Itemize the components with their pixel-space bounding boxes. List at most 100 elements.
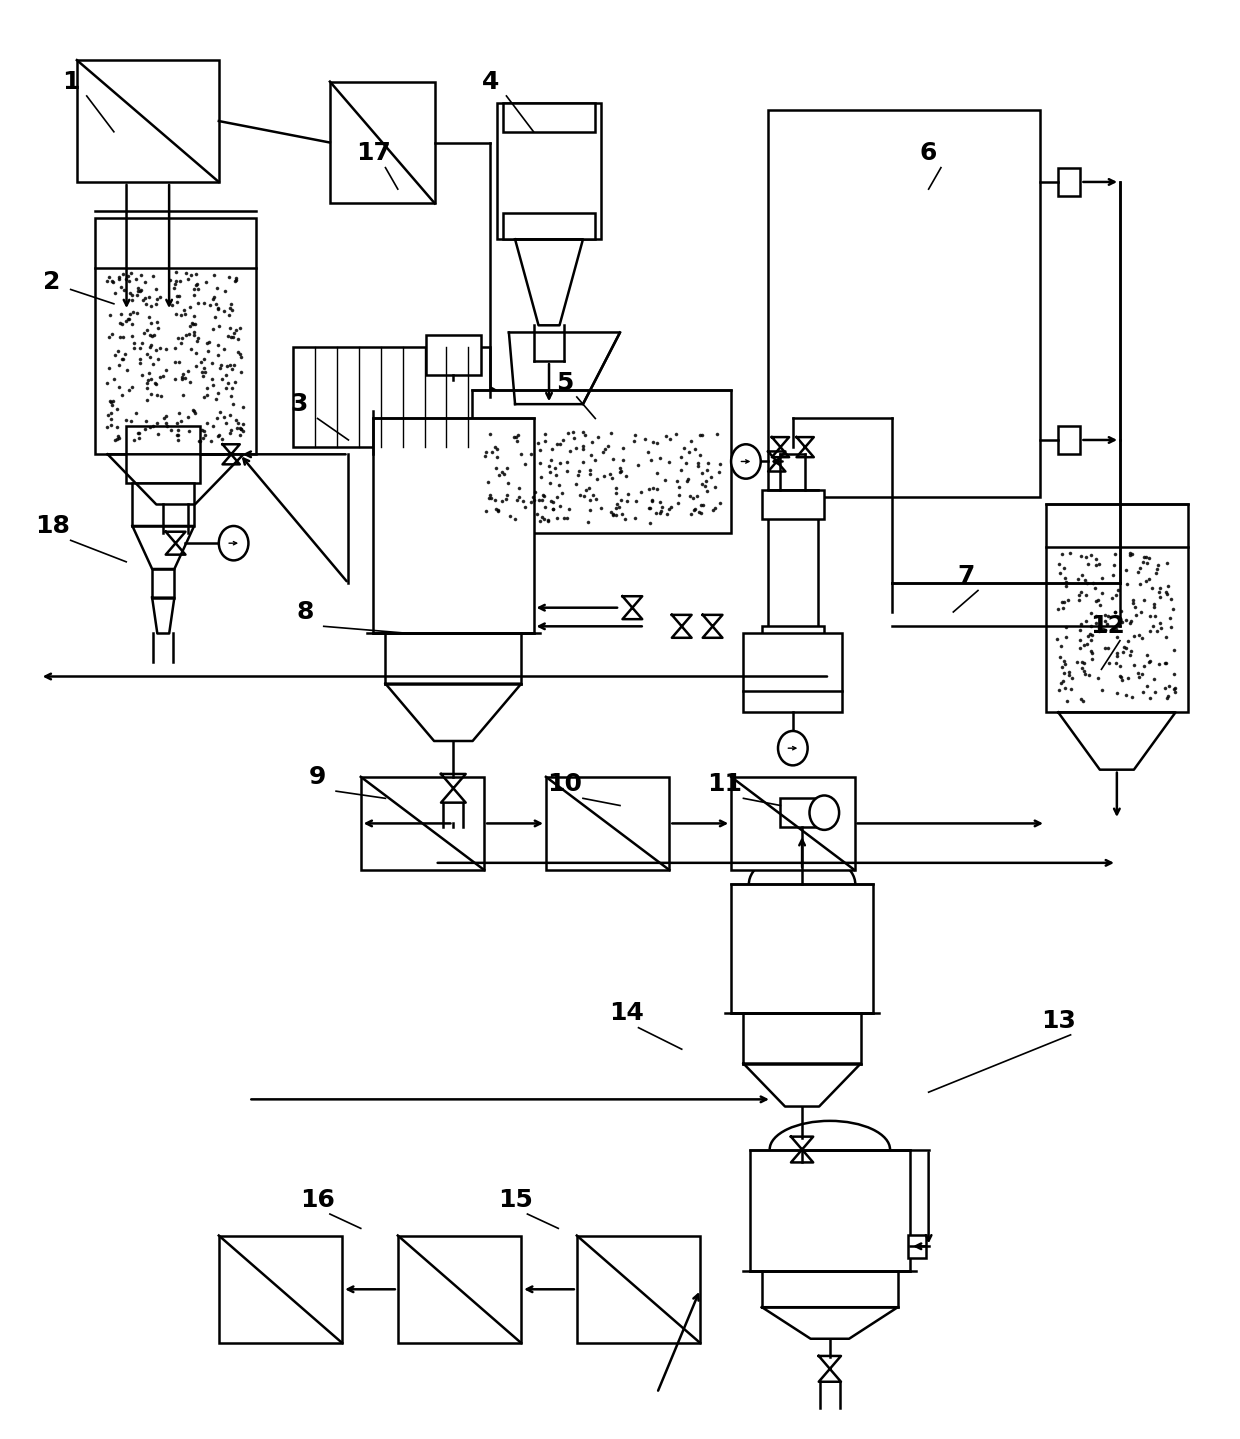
Point (175, 367, 195, 390)
Point (206, 292, 226, 315)
Point (569, 459, 589, 482)
Point (126, 401, 146, 425)
Point (197, 340, 217, 363)
Point (1089, 666, 1109, 689)
Point (554, 507, 574, 530)
Point (215, 406, 234, 429)
Point (532, 489, 552, 512)
Point (146, 278, 166, 301)
Point (1081, 639, 1101, 662)
Point (1135, 589, 1154, 612)
Point (1060, 678, 1080, 701)
Point (136, 410, 156, 433)
Point (1094, 617, 1114, 640)
Point (113, 383, 133, 406)
Point (691, 423, 711, 446)
Bar (502, 104, 595, 132)
Point (588, 426, 608, 449)
Point (1164, 681, 1184, 704)
Point (207, 406, 227, 429)
Point (221, 296, 241, 319)
Point (174, 383, 193, 406)
Point (215, 337, 234, 360)
Point (1156, 581, 1176, 604)
Point (701, 466, 720, 489)
Point (171, 366, 191, 389)
Point (1095, 619, 1115, 642)
Point (169, 285, 188, 308)
Point (1148, 553, 1168, 576)
Point (224, 322, 244, 345)
Point (1097, 612, 1117, 635)
Point (707, 422, 727, 445)
Point (532, 505, 552, 528)
Point (1132, 626, 1152, 649)
Point (1143, 614, 1163, 637)
Point (1141, 686, 1161, 709)
Point (107, 399, 126, 422)
Point (118, 265, 138, 288)
Point (221, 403, 241, 426)
Point (1091, 679, 1111, 702)
Point (231, 417, 250, 440)
Point (697, 479, 717, 502)
Point (497, 484, 517, 507)
Bar (218, 1236, 342, 1343)
Point (197, 377, 217, 400)
Point (145, 371, 165, 394)
Point (208, 296, 228, 319)
Point (1054, 557, 1074, 580)
Point (198, 331, 218, 354)
Point (553, 427, 573, 450)
Bar (502, 213, 595, 239)
Point (165, 351, 185, 374)
Point (1116, 609, 1136, 632)
Point (97, 416, 117, 439)
Point (1151, 586, 1171, 609)
Point (542, 489, 562, 512)
Point (131, 279, 151, 302)
Point (671, 446, 691, 469)
Point (1121, 612, 1141, 635)
Point (136, 377, 156, 400)
Point (1107, 645, 1127, 668)
Point (533, 484, 553, 507)
Point (233, 413, 253, 436)
Point (538, 508, 558, 531)
Point (691, 502, 711, 525)
Point (1128, 666, 1148, 689)
Bar (744, 633, 842, 712)
Point (593, 440, 613, 463)
Point (655, 468, 675, 491)
Point (527, 502, 547, 525)
Point (211, 353, 231, 376)
Point (140, 307, 160, 330)
Point (109, 376, 129, 399)
Point (227, 269, 247, 292)
Point (109, 266, 129, 289)
Point (618, 489, 637, 512)
Point (184, 283, 203, 307)
Point (176, 262, 196, 285)
Point (1128, 662, 1148, 685)
Point (489, 499, 508, 522)
Point (185, 278, 205, 301)
Point (192, 360, 212, 383)
Point (686, 437, 706, 460)
Point (200, 294, 219, 317)
Point (138, 342, 157, 366)
Point (538, 509, 558, 532)
Point (539, 472, 559, 495)
Point (1059, 663, 1079, 686)
Point (187, 278, 207, 301)
Text: 17: 17 (356, 141, 391, 165)
Bar (95, 217, 255, 455)
Point (184, 399, 203, 422)
Point (1070, 619, 1090, 642)
Point (691, 494, 711, 517)
Point (515, 452, 534, 475)
Point (538, 455, 558, 478)
Point (217, 355, 237, 378)
Point (1084, 571, 1104, 594)
Point (1111, 665, 1131, 688)
